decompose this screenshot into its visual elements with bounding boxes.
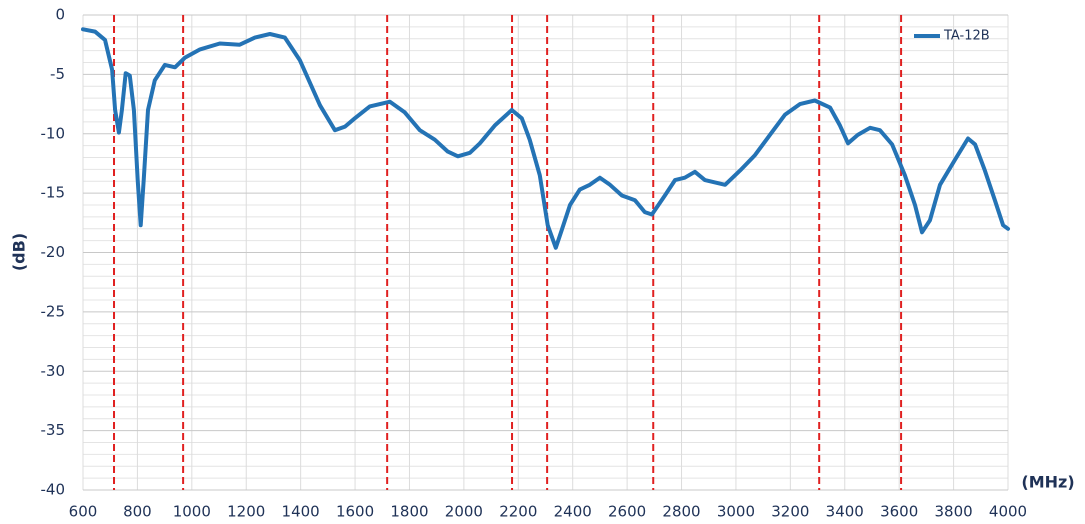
y-tick-label: 0 bbox=[55, 6, 65, 24]
legend-label: TA-12B bbox=[943, 29, 990, 44]
x-tick-label: 2800 bbox=[662, 503, 700, 521]
x-tick-label: 3800 bbox=[934, 503, 972, 521]
y-tick-label: -25 bbox=[41, 302, 66, 320]
x-axis-label: (MHz) bbox=[1021, 473, 1074, 492]
x-tick-label: 600 bbox=[69, 503, 98, 521]
x-tick-label: 1000 bbox=[173, 503, 211, 521]
data-line bbox=[81, 27, 1010, 250]
y-tick-label: -40 bbox=[41, 481, 66, 499]
x-tick-label: 1800 bbox=[390, 503, 428, 521]
x-tick-label: 800 bbox=[123, 503, 152, 521]
x-tick-label: 2400 bbox=[554, 503, 592, 521]
y-tick-label: -5 bbox=[50, 65, 65, 83]
y-tick-label: -10 bbox=[41, 124, 66, 142]
y-tick-label: -30 bbox=[41, 362, 66, 380]
y-tick-label: -20 bbox=[41, 243, 66, 261]
x-tick-label: 3400 bbox=[826, 503, 864, 521]
x-tick-label: 3200 bbox=[771, 503, 809, 521]
x-tick-label: 1400 bbox=[282, 503, 320, 521]
y-tick-label: -15 bbox=[41, 184, 66, 202]
x-tick-label: 3000 bbox=[717, 503, 755, 521]
x-tick-label: 2200 bbox=[499, 503, 537, 521]
x-tick-label: 1600 bbox=[336, 503, 374, 521]
x-tick-label: 2600 bbox=[608, 503, 646, 521]
x-tick-label: 1200 bbox=[227, 503, 265, 521]
x-tick-label: 3600 bbox=[880, 503, 918, 521]
y-axis-label: (dB) bbox=[10, 233, 29, 271]
x-tick-label: 4000 bbox=[989, 503, 1027, 521]
x-tick-label: 2000 bbox=[445, 503, 483, 521]
y-tick-label: -35 bbox=[41, 421, 66, 439]
